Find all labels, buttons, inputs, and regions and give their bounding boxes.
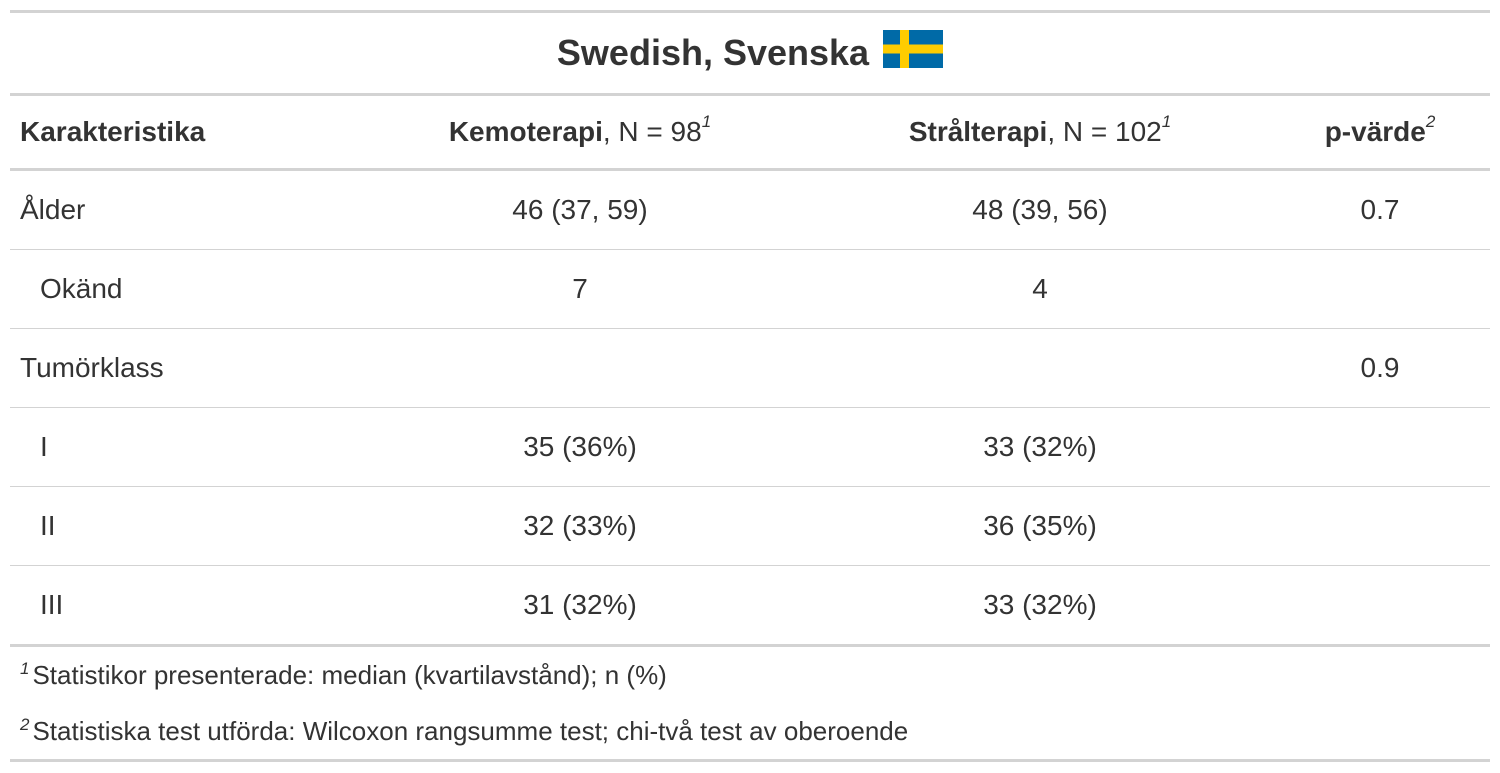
header-pvalue-label: p-värde bbox=[1324, 116, 1426, 147]
header-stralterapi-footnote-mark: 1 bbox=[1161, 112, 1172, 131]
row-label: I bbox=[10, 407, 350, 487]
cell-kemoterapi bbox=[350, 328, 810, 408]
cell-pvalue: 0.9 bbox=[1270, 328, 1490, 408]
table-title: Swedish, Svenska bbox=[10, 13, 1490, 96]
top-rule bbox=[10, 10, 1490, 13]
row-label: II bbox=[10, 486, 350, 566]
cell-stralterapi: 33 (32%) bbox=[810, 565, 1270, 647]
cell-kemoterapi: 31 (32%) bbox=[350, 565, 810, 647]
header-kemoterapi-footnote-mark: 1 bbox=[701, 112, 712, 131]
footnotes: 1 Statistikor presenterade: median (kvar… bbox=[10, 647, 1490, 759]
header-stralterapi: Strålterapi, N = 1021 bbox=[810, 96, 1270, 171]
cell-stralterapi bbox=[810, 328, 1270, 408]
table-title-text: Swedish, Svenska bbox=[556, 32, 870, 73]
cell-stralterapi: 33 (32%) bbox=[810, 407, 1270, 487]
cell-kemoterapi: 46 (37, 59) bbox=[350, 169, 810, 250]
footnote: 1 Statistikor presenterade: median (kvar… bbox=[10, 647, 1490, 703]
table-row: II 32 (33%) 36 (35%) bbox=[10, 486, 1490, 566]
header-pvalue-footnote-mark: 2 bbox=[1425, 112, 1436, 131]
cell-pvalue bbox=[1270, 565, 1490, 647]
header-pvalue: p-värde2 bbox=[1270, 96, 1490, 171]
header-row: Karakteristika Kemoterapi, N = 981 Strål… bbox=[10, 96, 1490, 171]
cell-pvalue bbox=[1270, 249, 1490, 329]
header-kemoterapi-n: , N = 98 bbox=[602, 116, 702, 147]
table-row: I 35 (36%) 33 (32%) bbox=[10, 407, 1490, 487]
footnote-mark: 2 bbox=[20, 715, 30, 734]
bottom-rule bbox=[10, 759, 1490, 762]
cell-stralterapi: 48 (39, 56) bbox=[810, 169, 1270, 250]
table-row: Tumörklass 0.9 bbox=[10, 328, 1490, 408]
cell-stralterapi: 4 bbox=[810, 249, 1270, 329]
footnote-mark: 1 bbox=[20, 659, 30, 678]
cell-pvalue bbox=[1270, 486, 1490, 566]
cell-pvalue: 0.7 bbox=[1270, 169, 1490, 250]
row-label: III bbox=[10, 565, 350, 647]
header-kemoterapi-name: Kemoterapi bbox=[448, 116, 603, 147]
footnote: 2 Statistiska test utförda: Wilcoxon ran… bbox=[10, 703, 1490, 759]
data-table: Karakteristika Kemoterapi, N = 981 Strål… bbox=[10, 96, 1490, 647]
header-stralterapi-name: Strålterapi bbox=[908, 116, 1048, 147]
table-row: Ålder 46 (37, 59) 48 (39, 56) 0.7 bbox=[10, 169, 1490, 250]
footnote-text: Statistikor presenterade: median (kvarti… bbox=[32, 659, 667, 690]
cell-kemoterapi: 32 (33%) bbox=[350, 486, 810, 566]
cell-kemoterapi: 35 (36%) bbox=[350, 407, 810, 487]
header-stralterapi-n: , N = 102 bbox=[1047, 116, 1162, 147]
cell-pvalue bbox=[1270, 407, 1490, 487]
row-label: Okänd bbox=[10, 249, 350, 329]
table-row: III 31 (32%) 33 (32%) bbox=[10, 565, 1490, 647]
footnote-text: Statistiska test utförda: Wilcoxon rangs… bbox=[32, 715, 909, 746]
row-label: Tumörklass bbox=[10, 328, 350, 408]
summary-table-container: Swedish, Svenska Karakteristika Kemotera… bbox=[10, 10, 1490, 762]
header-characteristic: Karakteristika bbox=[10, 96, 350, 171]
header-kemoterapi: Kemoterapi, N = 981 bbox=[350, 96, 810, 171]
cell-kemoterapi: 7 bbox=[350, 249, 810, 329]
swedish-flag-icon bbox=[883, 29, 944, 77]
cell-stralterapi: 36 (35%) bbox=[810, 486, 1270, 566]
row-label: Ålder bbox=[10, 169, 350, 250]
table-row: Okänd 7 4 bbox=[10, 249, 1490, 329]
